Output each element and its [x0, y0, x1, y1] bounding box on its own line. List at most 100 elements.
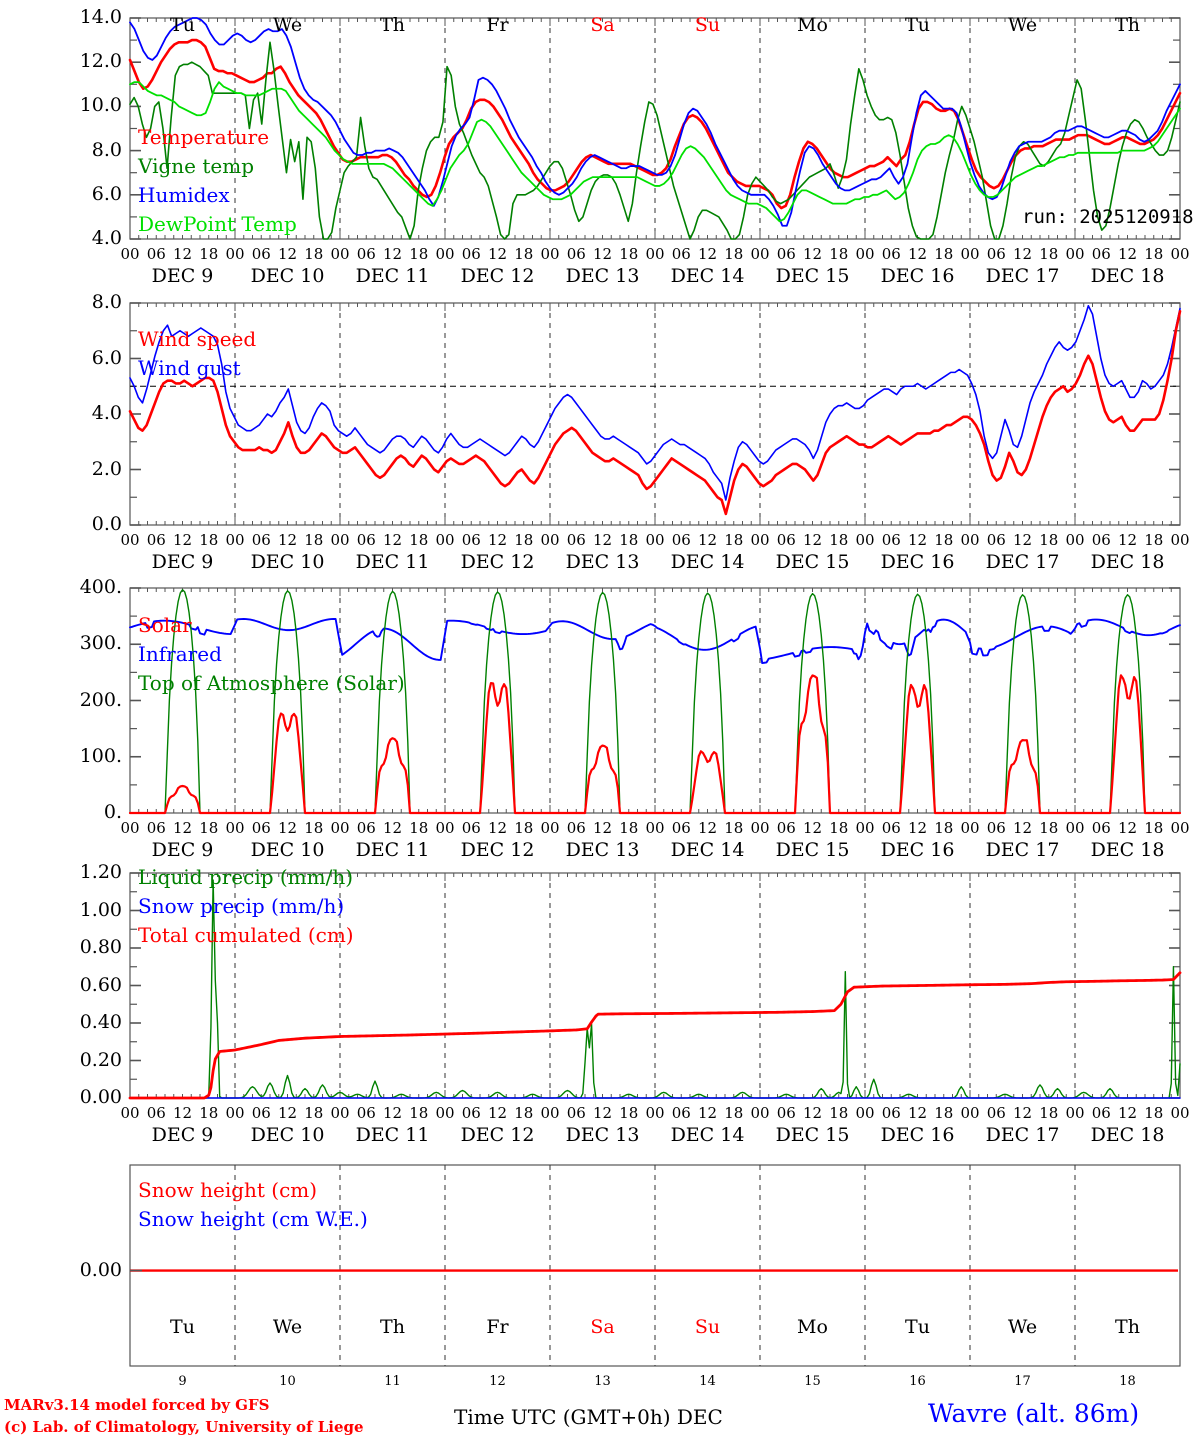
dow-label-top: Fr: [486, 14, 509, 36]
hour-tick-label: 06: [881, 531, 901, 549]
hour-tick-label: 12: [697, 245, 718, 263]
hour-tick-label: 06: [146, 1104, 166, 1122]
hour-tick-label: 06: [566, 531, 586, 549]
hour-tick-label: 06: [1091, 1104, 1111, 1122]
hour-tick-label: 06: [566, 245, 586, 263]
hour-tick-label: 12: [487, 531, 508, 549]
hour-tick-label: 18: [304, 245, 324, 263]
hour-tick-label: 18: [409, 245, 429, 263]
day-number-label: 13: [594, 1374, 611, 1389]
hour-tick-label: 00: [750, 531, 770, 549]
hour-tick-label: 00: [435, 1104, 455, 1122]
hour-tick-label: 06: [776, 531, 796, 549]
hour-tick-label: 18: [829, 245, 849, 263]
hour-tick-label: 12: [802, 245, 823, 263]
series-vigne-temp: [129, 41, 1181, 240]
series-wind-gust: [129, 304, 1181, 501]
hour-tick-label: 12: [907, 1104, 928, 1122]
hour-tick-label: 06: [671, 531, 691, 549]
hour-tick-label: 00: [330, 819, 350, 837]
ytick-label: 200.: [79, 688, 122, 711]
hour-tick-label: 18: [934, 1104, 954, 1122]
hour-tick-label: 06: [146, 245, 166, 263]
hour-tick-label: 06: [986, 531, 1006, 549]
hour-tick-label: 00: [225, 245, 245, 263]
xaxis-title: Time UTC (GMT+0h) DEC: [454, 1405, 723, 1429]
hour-tick-label: 18: [1144, 531, 1164, 549]
dow-label-bottom: Tu: [170, 1316, 195, 1338]
day-label: DEC 15: [775, 265, 850, 287]
day-label: DEC 16: [880, 551, 955, 573]
hour-tick-label: 12: [592, 245, 613, 263]
hour-tick-label: 18: [619, 1104, 639, 1122]
dow-label-top: Th: [380, 14, 405, 36]
day-label: DEC 10: [250, 551, 325, 573]
day-label: DEC 11: [355, 265, 430, 287]
hour-tick-label: 00: [1170, 819, 1190, 837]
day-label: DEC 18: [1090, 839, 1165, 861]
hour-tick-label: 12: [802, 531, 823, 549]
hour-tick-label: 12: [592, 531, 613, 549]
ytick-label: 0.: [103, 801, 122, 823]
ytick-label: 0.40: [79, 1011, 122, 1033]
hour-tick-label: 12: [277, 819, 298, 837]
ytick-label: 2.0: [91, 457, 122, 480]
ytick-label: 0.00: [79, 1258, 122, 1281]
hour-tick-label: 18: [1039, 531, 1059, 549]
hour-tick-label: 18: [1039, 1104, 1059, 1122]
dow-label-top: Tu: [905, 14, 930, 36]
ytick-label: 0.00: [79, 1086, 122, 1108]
ytick-label: 10.0: [79, 94, 122, 117]
hour-tick-label: 18: [199, 245, 219, 263]
hour-tick-label: 06: [356, 819, 376, 837]
hour-tick-label: 12: [1117, 1104, 1138, 1122]
hour-tick-label: 06: [776, 1104, 796, 1122]
hour-tick-label: 12: [697, 531, 718, 549]
legend-item: Snow height (cm W.E.): [138, 1207, 368, 1231]
hour-tick-label: 18: [304, 531, 324, 549]
hour-tick-label: 00: [750, 819, 770, 837]
hour-tick-label: 12: [697, 1104, 718, 1122]
hour-tick-label: 18: [724, 245, 744, 263]
day-label: DEC 17: [985, 1124, 1060, 1146]
panel-energy_fluxes: [129, 587, 1181, 814]
day-number-label: 12: [489, 1374, 506, 1389]
dow-label-bottom: We: [1007, 1316, 1038, 1338]
hour-tick-label: 12: [802, 1104, 823, 1122]
series-solar: [128, 674, 1182, 815]
legend-item: Solar: [138, 613, 192, 637]
panel-wind: [129, 302, 1181, 526]
dow-label-bottom: Th: [1115, 1316, 1140, 1338]
hour-tick-label: 00: [120, 1104, 140, 1122]
hour-tick-label: 18: [304, 819, 324, 837]
hour-tick-label: 06: [356, 1104, 376, 1122]
hour-tick-label: 06: [461, 531, 481, 549]
ytick-label: 0.60: [79, 973, 122, 996]
hour-tick-label: 06: [251, 531, 271, 549]
ytick-label: 4.0: [91, 227, 122, 249]
day-label: DEC 11: [355, 839, 430, 861]
hour-tick-label: 12: [172, 245, 193, 263]
hour-tick-label: 18: [934, 819, 954, 837]
legend-item: Top of Atmosphere (Solar): [138, 671, 405, 695]
hour-tick-label: 12: [382, 245, 403, 263]
hour-tick-label: 12: [1117, 531, 1138, 549]
day-number-label: 17: [1014, 1374, 1031, 1389]
day-label: DEC 18: [1090, 265, 1165, 287]
hour-tick-label: 12: [802, 819, 823, 837]
ytick-label: 0.20: [79, 1048, 122, 1071]
hour-tick-label: 18: [829, 819, 849, 837]
hour-tick-label: 12: [1012, 1104, 1033, 1122]
hour-tick-label: 18: [1144, 819, 1164, 837]
hour-tick-label: 06: [146, 531, 166, 549]
day-label: DEC 15: [775, 839, 850, 861]
hour-tick-label: 00: [1170, 531, 1190, 549]
day-label: DEC 16: [880, 265, 955, 287]
hour-tick-label: 00: [960, 1104, 980, 1122]
hour-tick-label: 00: [645, 245, 665, 263]
ytick-label: 400.: [79, 576, 122, 598]
hour-tick-label: 06: [986, 1104, 1006, 1122]
ytick-label: 1.20: [79, 861, 122, 883]
day-label: DEC 15: [775, 1124, 850, 1146]
day-label: DEC 12: [460, 1124, 535, 1146]
